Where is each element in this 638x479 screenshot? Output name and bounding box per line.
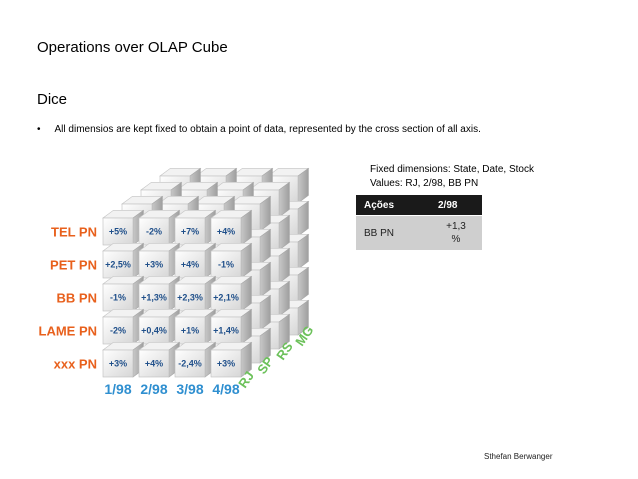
cube-cell (174, 275, 217, 312)
cube-cell (210, 242, 253, 279)
column-label: 2/98 (140, 381, 167, 397)
dice-result-table: Ações 2/98 BB PN +1,3 % (356, 195, 482, 250)
column-label: 1/98 (104, 381, 131, 397)
cube-value: +2,1% (213, 293, 239, 303)
slide-title: Operations over OLAP Cube (37, 39, 228, 56)
cube-value: +3% (217, 359, 235, 369)
cube-value: +3% (145, 260, 163, 270)
bullet-text: All dimensios are kept fixed to obtain a… (54, 124, 481, 135)
cube-value: +2,3% (177, 293, 203, 303)
cube-value: +4% (145, 359, 163, 369)
author-credit: Sthefan Berwanger (484, 452, 553, 461)
cube-value: +2,5% (105, 260, 131, 270)
cube-cell (210, 308, 253, 345)
column-label: 3/98 (176, 381, 203, 397)
row-label: LAME PN (39, 324, 98, 339)
column-label: 4/98 (212, 381, 239, 397)
slide-subtitle: Dice (37, 91, 68, 108)
table-cell-value: +1,3 % (430, 215, 482, 250)
cube-value: -1% (110, 293, 126, 303)
table-header-row: Ações 2/98 (356, 195, 482, 216)
fixed-values-line: Values: RJ, 2/98, BB PN (370, 178, 479, 189)
cube-cell (102, 242, 145, 279)
cube-value: -1% (218, 260, 234, 270)
table-header-stock: Ações (356, 195, 430, 216)
cube-value: +5% (109, 227, 127, 237)
cube-cell (210, 275, 253, 312)
cube-value: -2% (146, 227, 162, 237)
table-header-date: 2/98 (430, 195, 482, 216)
cube-value: +4% (181, 260, 199, 270)
table-row: BB PN +1,3 % (356, 215, 482, 250)
cube-value: +1,4% (213, 326, 239, 336)
cube-value: +1,3% (141, 293, 167, 303)
cube-value: -2% (110, 326, 126, 336)
fixed-dimensions-note: Fixed dimensions: State, Date, Stock Val… (370, 163, 534, 191)
fixed-dimensions-line: Fixed dimensions: State, Date, Stock (370, 164, 534, 175)
row-label: TEL PN (51, 225, 97, 240)
cube-value: +1% (181, 326, 199, 336)
table-cell-stock: BB PN (356, 215, 430, 250)
row-label: xxx PN (54, 357, 97, 372)
cube-value: +3% (109, 359, 127, 369)
cube-cell (210, 209, 253, 246)
bullet-item: • All dimensios are kept fixed to obtain… (37, 124, 481, 135)
cube-cell (210, 341, 253, 378)
bullet-marker: • (37, 124, 41, 135)
cube-value: +0,4% (141, 326, 167, 336)
cube-value: +4% (217, 227, 235, 237)
row-label: PET PN (50, 258, 97, 273)
row-label: BB PN (57, 291, 97, 306)
cube-value: +7% (181, 227, 199, 237)
cube-cell (102, 209, 145, 246)
cube-value: -2,4% (178, 359, 202, 369)
